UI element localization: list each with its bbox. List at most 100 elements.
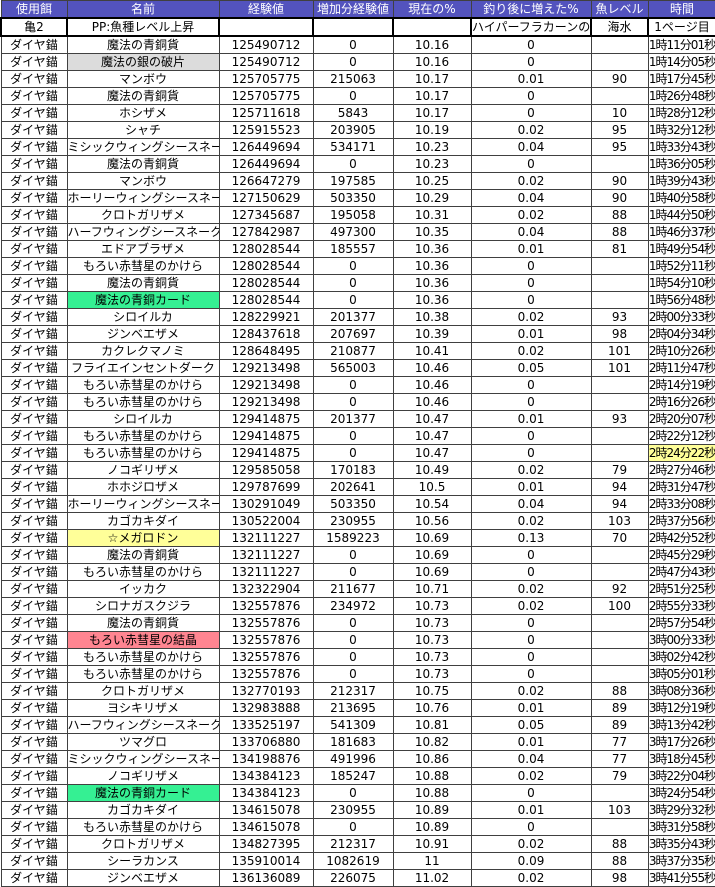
cell-exp[interactable]: 125705775 — [218, 87, 314, 105]
cell-exp[interactable]: 132557876 — [218, 631, 314, 649]
cell-gain[interactable]: 0 — [312, 614, 394, 632]
cell-pct[interactable]: 10.46 — [392, 376, 472, 394]
cell-level[interactable] — [590, 376, 649, 394]
cell-bait[interactable]: ダイヤ錨 — [0, 308, 68, 326]
cell-name[interactable]: イッカク — [66, 580, 220, 598]
subheader-cell-pct[interactable] — [392, 17, 472, 37]
cell-time[interactable]: 1時26分48秒 — [647, 87, 715, 105]
cell-bait[interactable]: ダイヤ錨 — [0, 478, 68, 496]
cell-name[interactable]: エドアブラザメ — [66, 240, 220, 258]
cell-name[interactable]: シロイルカ — [66, 410, 220, 428]
cell-time[interactable]: 3時29分32秒 — [647, 801, 715, 819]
cell-time[interactable]: 3時18分45秒 — [647, 750, 715, 768]
cell-pct[interactable]: 10.88 — [392, 784, 472, 802]
cell-after[interactable]: 0.01 — [470, 240, 592, 258]
cell-time[interactable]: 2時16分26秒 — [647, 393, 715, 411]
cell-exp[interactable]: 129213498 — [218, 376, 314, 394]
column-header-level[interactable]: 魚レベル — [590, 0, 649, 19]
cell-time[interactable]: 1時14分05秒 — [647, 53, 715, 71]
cell-exp[interactable]: 129213498 — [218, 393, 314, 411]
cell-exp[interactable]: 132111227 — [218, 546, 314, 564]
cell-gain[interactable]: 0 — [312, 563, 394, 581]
subheader-cell-after[interactable]: ハイパーフラカーンの槍 — [470, 17, 592, 37]
cell-bait[interactable]: ダイヤ錨 — [0, 665, 68, 683]
cell-gain[interactable]: 0 — [312, 784, 394, 802]
cell-time[interactable]: 3時35分43秒 — [647, 835, 715, 853]
cell-name[interactable]: 魔法の青銅貨 — [66, 87, 220, 105]
cell-exp[interactable]: 129213498 — [218, 359, 314, 377]
cell-after[interactable]: 0 — [470, 563, 592, 581]
cell-bait[interactable]: ダイヤ錨 — [0, 70, 68, 88]
cell-name[interactable]: カゴカキダイ — [66, 512, 220, 530]
cell-pct[interactable]: 10.81 — [392, 716, 472, 734]
cell-bait[interactable]: ダイヤ錨 — [0, 750, 68, 768]
cell-name[interactable]: ミシックウィングシースネーク — [66, 750, 220, 768]
cell-gain[interactable]: 0 — [312, 648, 394, 666]
cell-exp[interactable]: 127150629 — [218, 189, 314, 207]
cell-level[interactable] — [590, 393, 649, 411]
cell-name[interactable]: シャチ — [66, 121, 220, 139]
cell-level[interactable]: 100 — [590, 597, 649, 615]
cell-bait[interactable]: ダイヤ錨 — [0, 682, 68, 700]
cell-after[interactable]: 0.01 — [470, 478, 592, 496]
cell-time[interactable]: 3時41分55秒 — [647, 869, 715, 887]
cell-name[interactable]: ミシックウィングシースネーク — [66, 138, 220, 156]
subheader-cell-exp[interactable] — [218, 17, 314, 37]
cell-bait[interactable]: ダイヤ錨 — [0, 716, 68, 734]
cell-after[interactable]: 0 — [470, 427, 592, 445]
cell-bait[interactable]: ダイヤ錨 — [0, 648, 68, 666]
cell-exp[interactable]: 134198876 — [218, 750, 314, 768]
cell-bait[interactable]: ダイヤ錨 — [0, 325, 68, 343]
cell-exp[interactable]: 130522004 — [218, 512, 314, 530]
cell-pct[interactable]: 10.19 — [392, 121, 472, 139]
cell-after[interactable]: 0.02 — [470, 308, 592, 326]
cell-after[interactable]: 0 — [470, 648, 592, 666]
cell-bait[interactable]: ダイヤ錨 — [0, 495, 68, 513]
cell-name[interactable]: ノコギリザメ — [66, 767, 220, 785]
cell-gain[interactable]: 201377 — [312, 308, 394, 326]
cell-bait[interactable]: ダイヤ錨 — [0, 529, 68, 547]
cell-time[interactable]: 1時54分10秒 — [647, 274, 715, 292]
cell-exp[interactable]: 125705775 — [218, 70, 314, 88]
cell-level[interactable] — [590, 53, 649, 71]
cell-name[interactable]: 魔法の青銅貨 — [66, 546, 220, 564]
cell-after[interactable]: 0 — [470, 393, 592, 411]
cell-time[interactable]: 1時49分54秒 — [647, 240, 715, 258]
cell-gain[interactable]: 203905 — [312, 121, 394, 139]
cell-name[interactable]: シーラカンス — [66, 852, 220, 870]
cell-bait[interactable]: ダイヤ錨 — [0, 427, 68, 445]
cell-bait[interactable]: ダイヤ錨 — [0, 393, 68, 411]
cell-pct[interactable]: 10.31 — [392, 206, 472, 224]
cell-name[interactable]: もろい赤彗星のかけら — [66, 444, 220, 462]
cell-time[interactable]: 3時13分42秒 — [647, 716, 715, 734]
cell-bait[interactable]: ダイヤ錨 — [0, 410, 68, 428]
cell-gain[interactable]: 1082619 — [312, 852, 394, 870]
cell-exp[interactable]: 127842987 — [218, 223, 314, 241]
cell-time[interactable]: 2時37分56秒 — [647, 512, 715, 530]
cell-level[interactable] — [590, 257, 649, 275]
cell-bait[interactable]: ダイヤ錨 — [0, 240, 68, 258]
cell-time[interactable]: 1時28分12秒 — [647, 104, 715, 122]
cell-after[interactable]: 0.04 — [470, 138, 592, 156]
cell-name[interactable]: もろい赤彗星のかけら — [66, 393, 220, 411]
column-header-time[interactable]: 時間 — [647, 0, 715, 19]
cell-after[interactable]: 0 — [470, 631, 592, 649]
cell-after[interactable]: 0 — [470, 35, 592, 54]
subheader-cell-time[interactable]: 1ページ目 — [647, 17, 715, 37]
cell-after[interactable]: 0 — [470, 291, 592, 309]
cell-level[interactable] — [590, 818, 649, 836]
cell-bait[interactable]: ダイヤ錨 — [0, 597, 68, 615]
subheader-cell-name[interactable]: PP:魚種レベル上昇 — [66, 17, 220, 37]
subheader-cell-bait[interactable]: 亀2 — [0, 17, 68, 37]
cell-after[interactable]: 0 — [470, 444, 592, 462]
cell-time[interactable]: 2時33分08秒 — [647, 495, 715, 513]
cell-after[interactable]: 0.02 — [470, 121, 592, 139]
cell-time[interactable]: 2時55分33秒 — [647, 597, 715, 615]
cell-exp[interactable]: 126449694 — [218, 138, 314, 156]
cell-pct[interactable]: 10.75 — [392, 682, 472, 700]
cell-gain[interactable]: 170183 — [312, 461, 394, 479]
cell-gain[interactable]: 210877 — [312, 342, 394, 360]
cell-exp[interactable]: 128028544 — [218, 240, 314, 258]
cell-exp[interactable]: 132557876 — [218, 648, 314, 666]
cell-level[interactable]: 90 — [590, 189, 649, 207]
